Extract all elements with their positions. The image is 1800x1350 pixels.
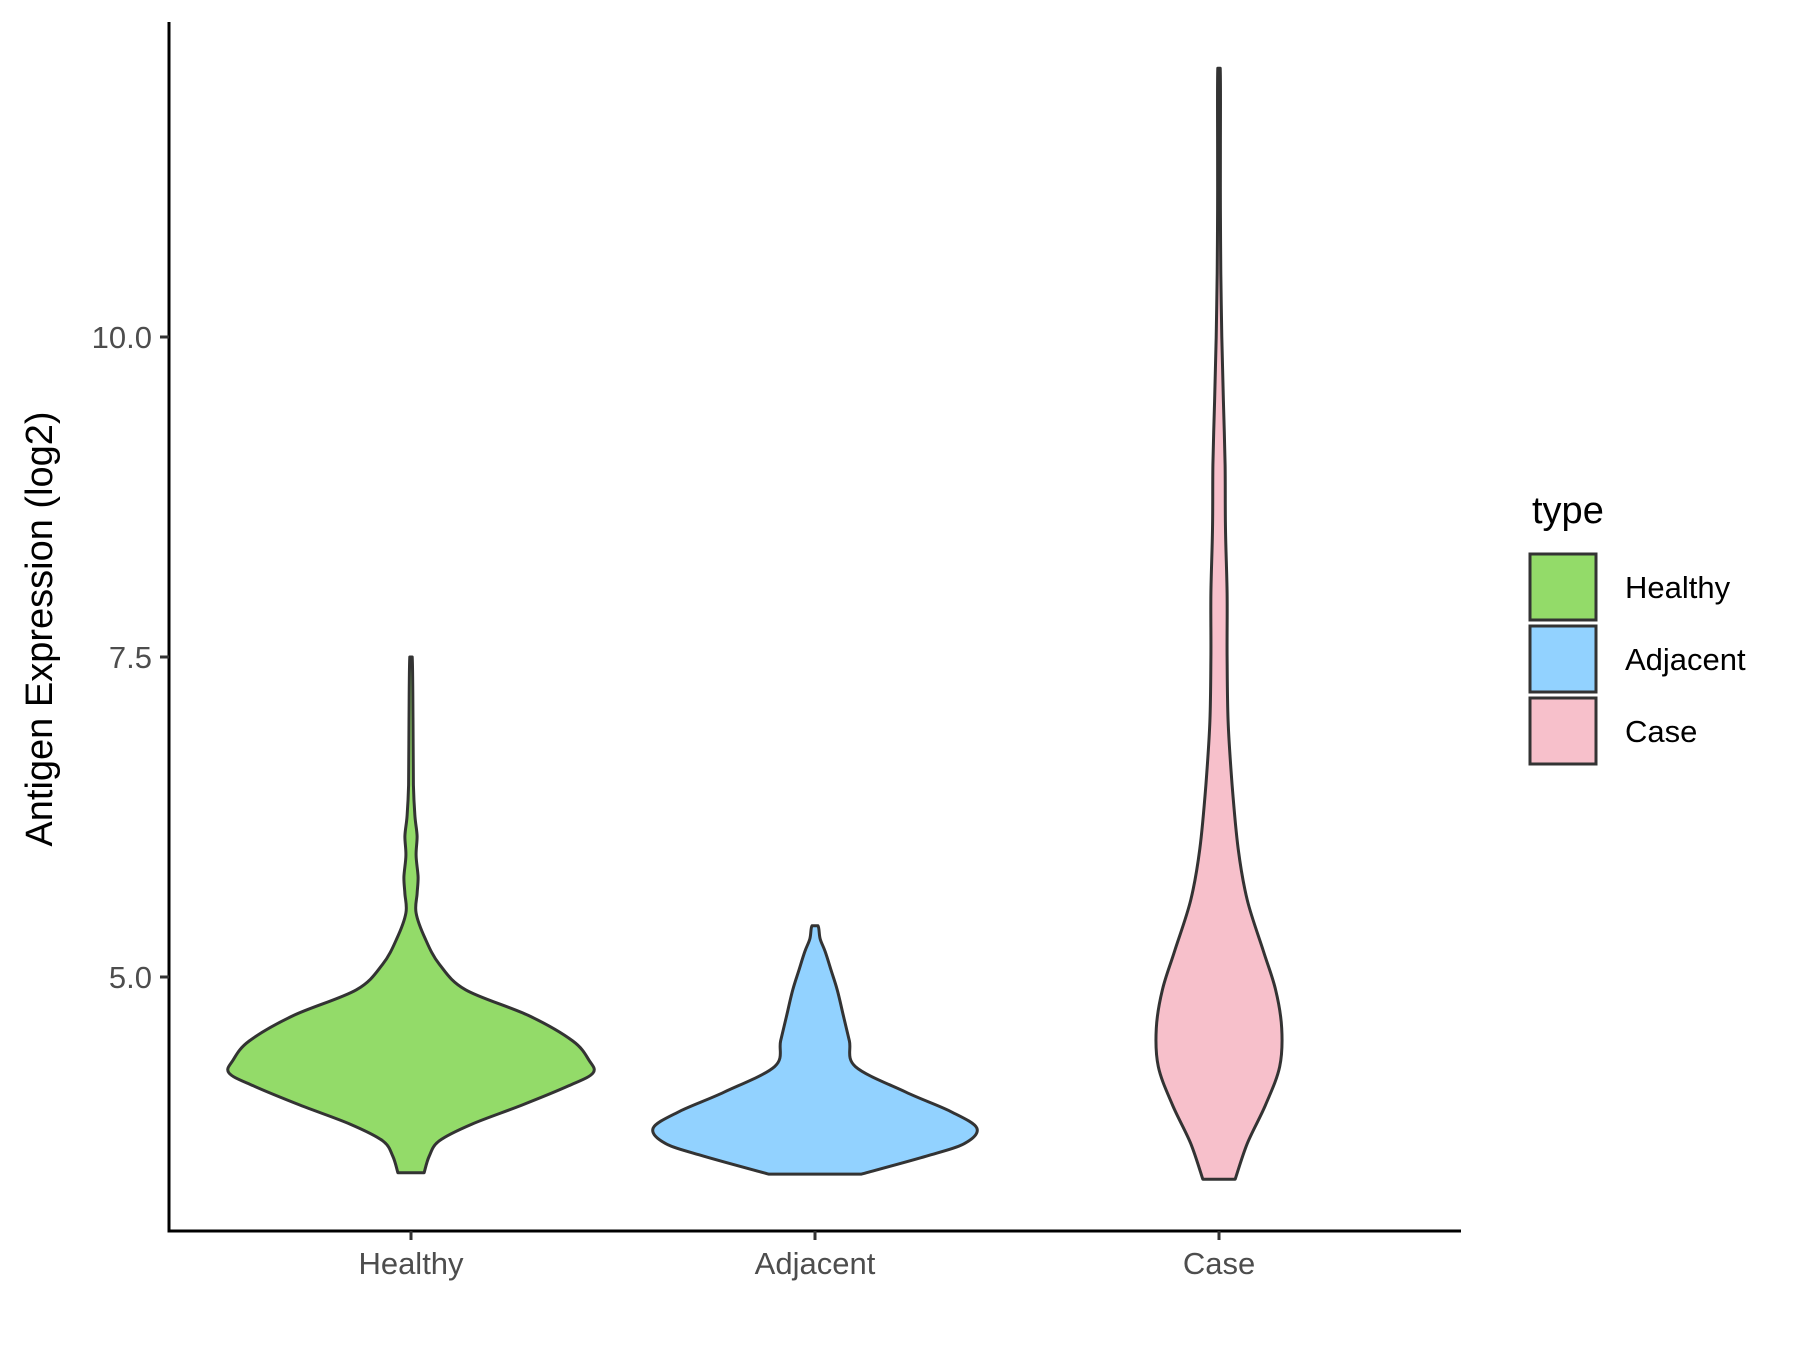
legend: type Healthy Adjacent Case [1528, 490, 1746, 766]
legend-label-case: Case [1625, 714, 1697, 749]
y-tick-label: 5.0 [109, 960, 152, 995]
x-tick-label: Healthy [358, 1246, 464, 1281]
violin-healthy [226, 655, 596, 1175]
y-tick-label: 10.0 [92, 320, 152, 355]
violin-case [1154, 66, 1284, 1181]
x-axis-ticks: Healthy Adjacent Case [358, 1231, 1255, 1281]
legend-label-healthy: Healthy [1625, 570, 1731, 605]
legend-key-healthy [1528, 552, 1598, 622]
legend-label-adjacent: Adjacent [1625, 642, 1746, 677]
x-tick-label: Adjacent [755, 1246, 876, 1281]
legend-key-adjacent [1528, 624, 1598, 694]
violin-adjacent [651, 924, 979, 1176]
legend-title: type [1532, 490, 1604, 532]
violin-layer [226, 66, 1284, 1181]
y-tick-label: 7.5 [109, 640, 152, 675]
x-tick-label: Case [1183, 1246, 1255, 1281]
legend-key-case [1528, 696, 1598, 766]
y-axis-title: Antigen Expression (log2) [19, 411, 61, 846]
y-axis-ticks: 5.0 7.5 10.0 [92, 320, 169, 995]
